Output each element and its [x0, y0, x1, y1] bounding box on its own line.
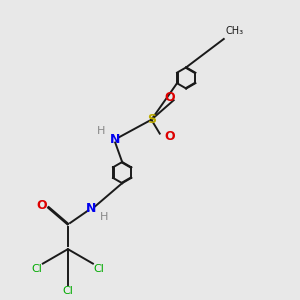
Text: O: O [36, 200, 47, 212]
Text: S: S [147, 113, 156, 126]
Text: H: H [100, 212, 108, 222]
Text: O: O [164, 130, 175, 143]
Text: Cl: Cl [31, 264, 42, 274]
Text: N: N [110, 133, 120, 146]
Text: Cl: Cl [62, 286, 73, 296]
Text: Cl: Cl [94, 264, 104, 274]
Text: H: H [97, 126, 106, 136]
Text: CH₃: CH₃ [225, 26, 243, 36]
Text: N: N [86, 202, 97, 215]
Text: O: O [164, 91, 175, 104]
